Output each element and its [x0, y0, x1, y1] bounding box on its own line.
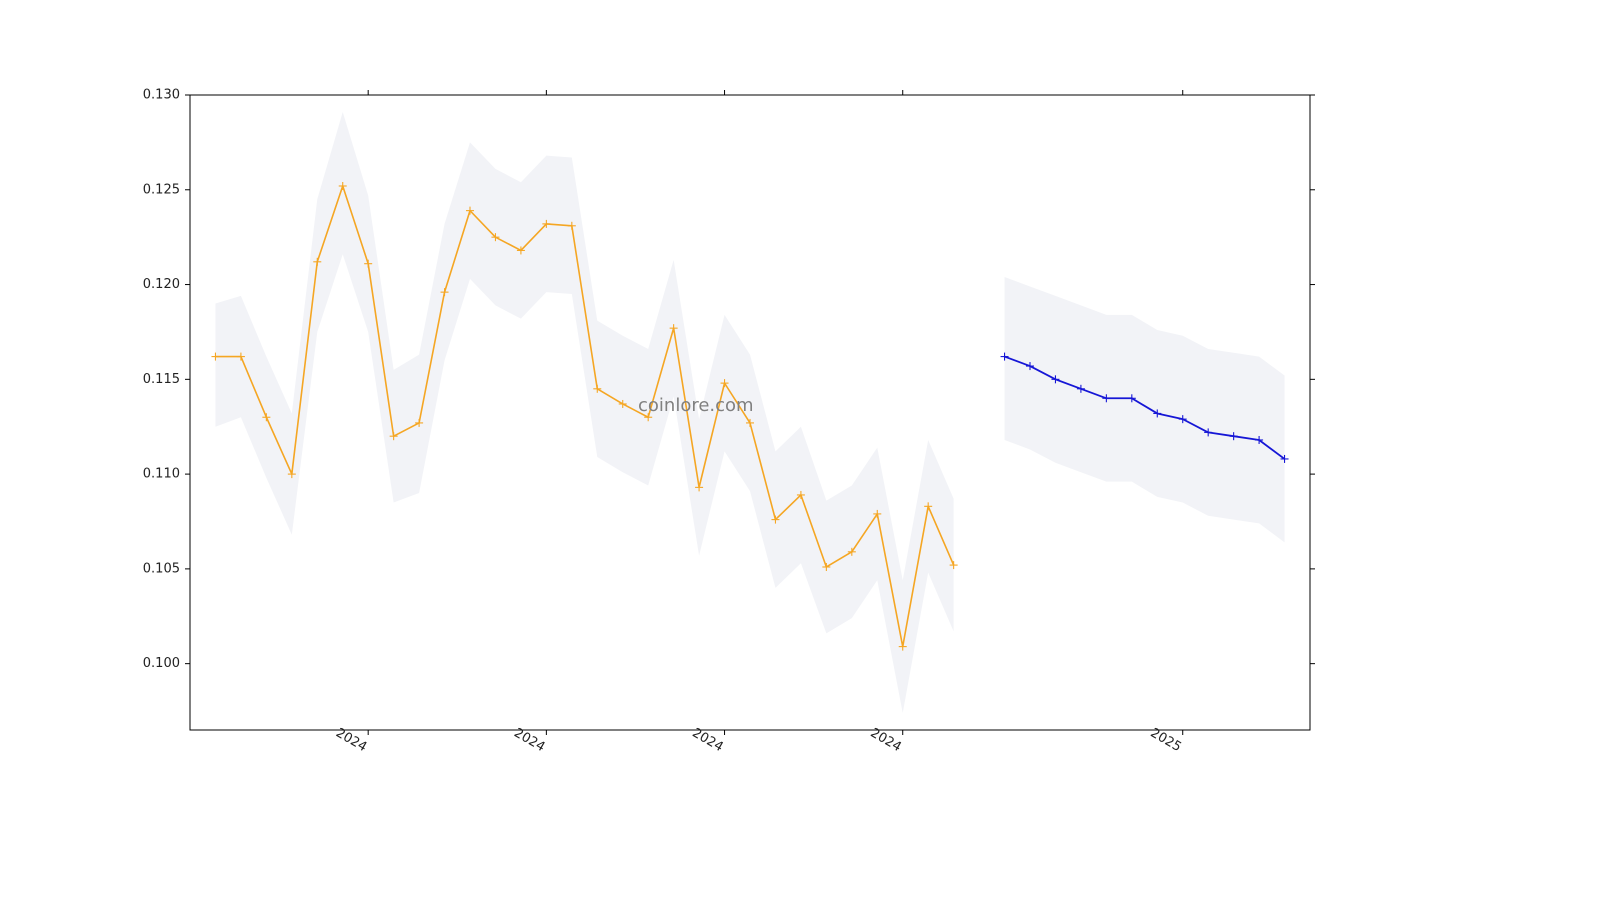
ytick-label: 0.120	[143, 277, 180, 292]
price-forecast-chart: 0.1000.1050.1100.1150.1200.1250.13020242…	[0, 0, 1600, 900]
ytick-label: 0.105	[143, 561, 180, 576]
chart-container: 0.1000.1050.1100.1150.1200.1250.13020242…	[0, 0, 1600, 900]
ytick-label: 0.130	[143, 88, 180, 103]
ytick-label: 0.115	[143, 372, 180, 387]
ytick-label: 0.100	[143, 656, 180, 671]
watermark-text: coinlore.com	[638, 395, 754, 416]
ytick-label: 0.110	[143, 467, 180, 482]
ytick-label: 0.125	[143, 182, 180, 197]
